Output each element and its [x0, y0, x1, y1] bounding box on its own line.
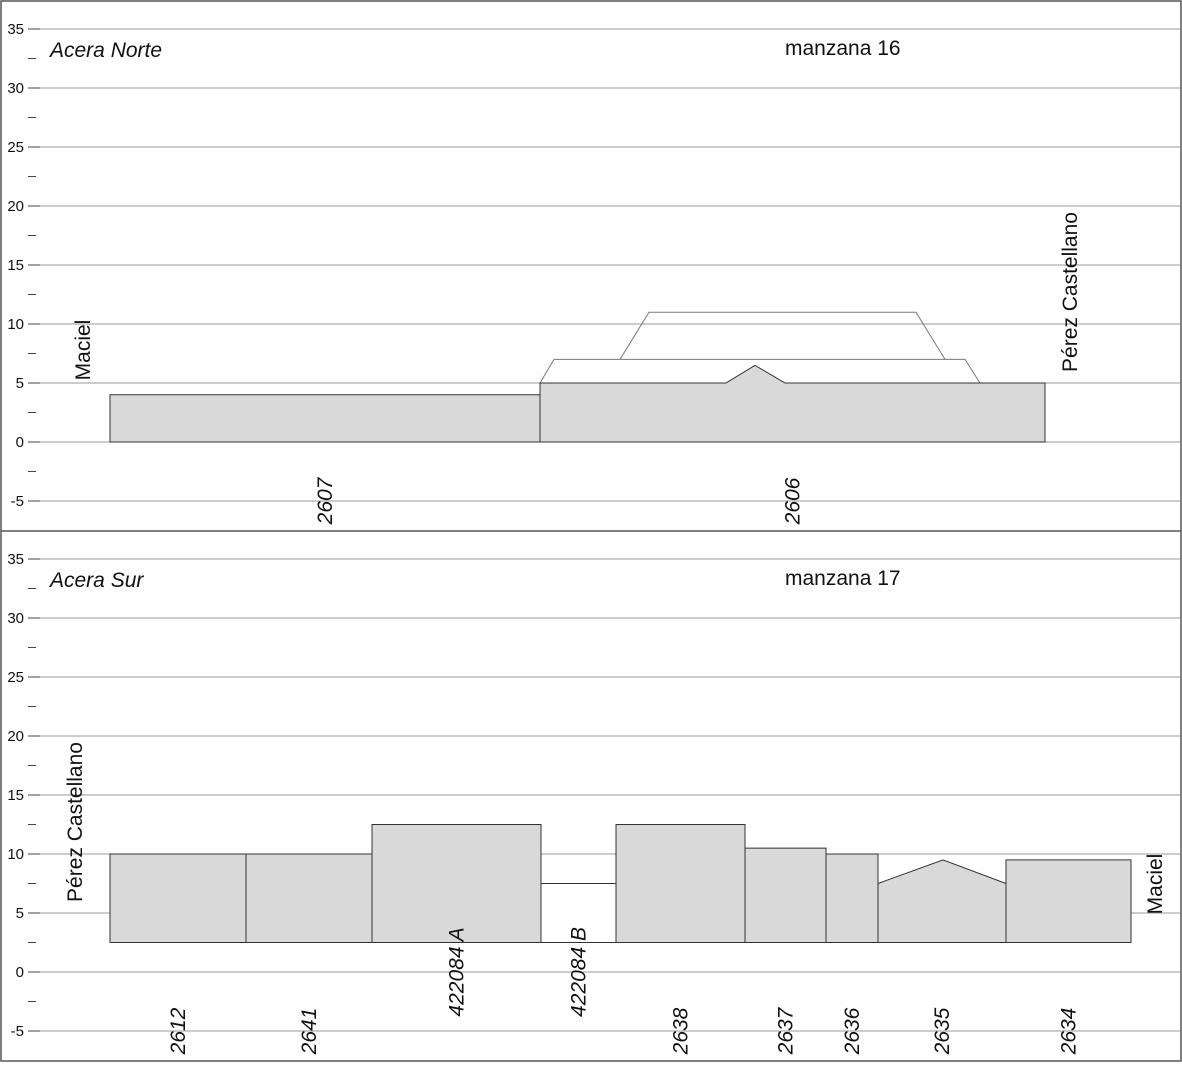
lot-facade — [109, 394, 541, 443]
lot-facade — [109, 853, 247, 943]
y-tick-label: 35 — [7, 21, 24, 38]
y-tick-label: 0 — [16, 434, 24, 451]
lot-label: 2641 — [298, 1008, 321, 1056]
y-tick-label: 15 — [7, 787, 24, 804]
y-tick-label: 0 — [16, 964, 24, 981]
street-label-left: Pérez Castellano — [64, 742, 87, 902]
lot-label: 422084 B — [568, 927, 591, 1017]
lot-label: 2636 — [841, 1007, 864, 1055]
y-tick-label: 5 — [16, 905, 24, 922]
street-label-right: Pérez Castellano — [1059, 212, 1082, 372]
y-tick-label: 15 — [7, 257, 24, 274]
lot-label: 2638 — [670, 1007, 693, 1055]
lot-facade — [371, 824, 542, 943]
y-tick-label: 10 — [7, 316, 24, 333]
lot-facade — [539, 364, 1046, 443]
lot-label: 2606 — [782, 477, 805, 525]
y-tick-label: 10 — [7, 846, 24, 863]
y-tick-label: 30 — [7, 610, 24, 627]
y-tick-label: 5 — [16, 375, 24, 392]
y-tick-label: 35 — [7, 551, 24, 568]
lot-label: 2634 — [1058, 1008, 1081, 1056]
y-tick-label: 30 — [7, 80, 24, 97]
y-tick-label: -5 — [11, 1023, 24, 1040]
y-tick-label: 20 — [7, 198, 24, 215]
block-name: manzana 17 — [785, 567, 901, 590]
lot-facade — [877, 859, 1007, 943]
y-tick-label: 20 — [7, 728, 24, 745]
panel-title: Acera Norte — [48, 39, 162, 62]
lot-label: 2607 — [314, 476, 337, 525]
lot-facade — [1005, 859, 1132, 943]
street-label-right: Maciel — [1144, 854, 1167, 915]
roof-outline — [539, 358, 981, 384]
lot-label: 2612 — [167, 1007, 190, 1055]
panel-title: Acera Sur — [48, 569, 144, 592]
block-name: manzana 16 — [785, 37, 901, 60]
street-label-left: Maciel — [72, 320, 95, 381]
panel-acera-norte: 35 30 25 20 15 10 5 0 -5 2607 2606 Acera Norte manza… — [7, 21, 1180, 525]
lot-facade — [245, 853, 373, 943]
lot-facade — [825, 853, 879, 943]
y-tick-label: 25 — [7, 139, 24, 156]
lot-label: 2635 — [931, 1007, 954, 1055]
lot-facade — [615, 824, 746, 943]
lot-label: 2637 — [775, 1006, 798, 1055]
y-tick-label: -5 — [11, 493, 24, 510]
roof-outline — [619, 311, 946, 360]
panel-acera-sur: 35 30 25 20 15 10 5 0 -5 2612 2641 422084 A 422084 B… — [7, 551, 1180, 1055]
y-tick-label: 25 — [7, 669, 24, 686]
lot-label: 422084 A — [446, 927, 469, 1016]
lot-facade — [744, 847, 827, 943]
